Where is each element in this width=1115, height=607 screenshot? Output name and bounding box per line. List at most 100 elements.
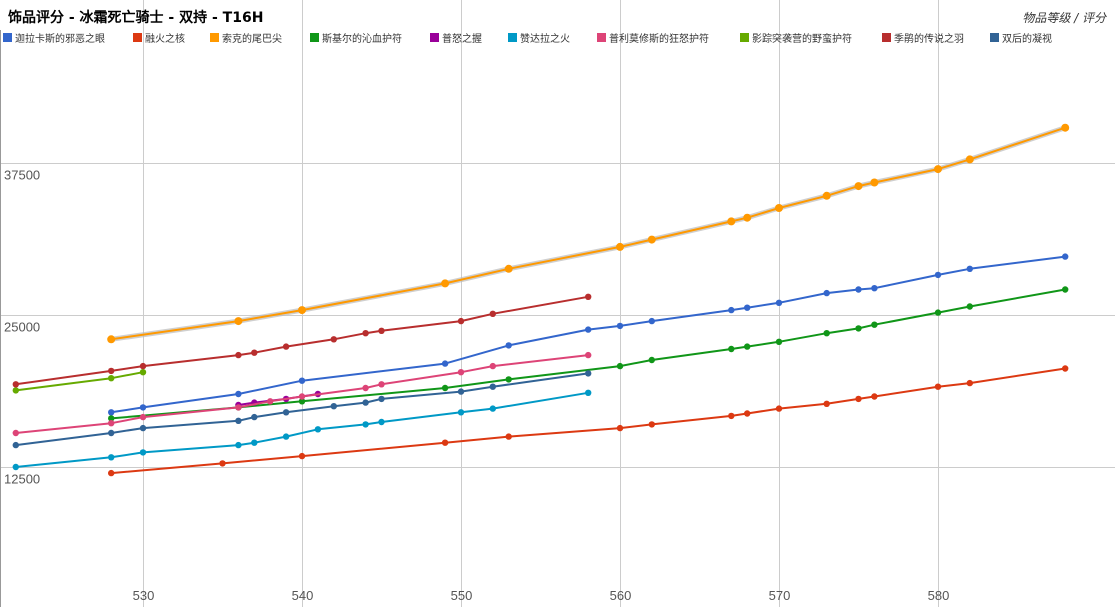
data-point (298, 452, 306, 460)
data-point (362, 399, 369, 406)
series-line (15, 295, 589, 386)
data-point (219, 460, 226, 467)
data-point (504, 264, 513, 273)
data-point (108, 429, 115, 437)
data-point (728, 345, 735, 353)
legend-label: 斯基尔的沁血护符 (322, 32, 402, 45)
data-point (870, 178, 879, 187)
data-point (489, 383, 496, 390)
legend-label: 融火之核 (145, 32, 185, 45)
y-tick-label: 12500 (4, 472, 40, 487)
data-point (616, 424, 624, 432)
data-point (362, 330, 369, 337)
data-point (139, 404, 147, 411)
data-point (489, 362, 496, 370)
data-point (648, 317, 655, 325)
data-point (728, 306, 735, 314)
data-point (855, 395, 862, 403)
legend-swatch (3, 33, 12, 42)
data-point (585, 370, 592, 377)
data-point (823, 400, 830, 407)
data-point (934, 165, 942, 174)
series-line (111, 126, 1066, 341)
data-point (966, 303, 973, 310)
legend-item: 普利莫修斯的狂怒护符 (597, 32, 709, 45)
data-point (934, 271, 942, 279)
legend-item: 融火之核 (133, 32, 185, 45)
data-point (505, 376, 512, 383)
x-tick-label: 550 (451, 588, 473, 603)
data-point (108, 409, 115, 416)
data-point (966, 265, 973, 272)
axes: 530 540 550 560 570 580 12500 25000 37500 (0, 30, 949, 607)
data-point (314, 426, 322, 433)
data-point (108, 469, 115, 477)
data-point (282, 409, 290, 416)
data-point (823, 330, 830, 337)
series-line (15, 372, 589, 447)
x-tick-label: 530 (133, 588, 155, 603)
data-point (934, 309, 942, 316)
data-point (871, 393, 878, 400)
data-point (1062, 365, 1069, 372)
legend-item: 普怒之握 (430, 32, 482, 45)
series-6 (12, 351, 592, 437)
series-3 (108, 286, 1069, 422)
data-point (12, 381, 19, 388)
legend-item: 双后的凝视 (990, 32, 1052, 45)
data-point (298, 393, 306, 400)
data-point (457, 388, 465, 395)
legend-swatch (882, 33, 891, 42)
data-point (378, 418, 385, 426)
chart-subtitle: 物品等级 / 评分 (1022, 11, 1107, 25)
legend-label: 影踪突袭营的野蛮护符 (752, 32, 852, 45)
legend-swatch (430, 33, 439, 42)
data-point (12, 387, 19, 394)
data-point (139, 369, 147, 376)
legend-swatch (597, 33, 606, 42)
data-point (235, 417, 242, 424)
data-point (441, 360, 449, 367)
legend-label: 赞达拉之火 (520, 32, 570, 45)
chart-title: 饰品评分 - 冰霜死亡骑士 - 双持 - T16H (8, 9, 263, 26)
data-point (585, 326, 592, 333)
data-point (965, 155, 974, 164)
data-point (585, 351, 592, 359)
data-point (823, 289, 830, 297)
legend-item: 影踪突袭营的野蛮护符 (740, 32, 852, 45)
data-point (744, 304, 751, 311)
legend-label: 索克的尾巴尖 (222, 32, 282, 45)
data-point (441, 384, 449, 392)
data-point (616, 362, 624, 370)
data-point (585, 293, 592, 300)
data-point (966, 379, 973, 387)
data-point (647, 235, 656, 244)
data-point (108, 420, 115, 427)
data-point (251, 439, 258, 446)
legend-swatch (210, 33, 219, 42)
series-0 (108, 253, 1069, 416)
data-point (441, 439, 449, 446)
series-9 (12, 370, 592, 449)
data-point (1061, 123, 1070, 132)
series-lines (12, 123, 1070, 477)
data-point (871, 321, 878, 328)
data-point (298, 306, 306, 315)
y-tick-label: 25000 (4, 320, 40, 335)
data-point (330, 403, 337, 410)
series-line (111, 255, 1066, 414)
data-point (871, 285, 878, 292)
series-line (15, 391, 589, 468)
data-point (298, 377, 306, 384)
data-point (235, 351, 242, 359)
data-point (616, 322, 624, 330)
legend-label: 季鹃的传说之羽 (894, 32, 964, 45)
data-point (1062, 286, 1069, 293)
data-point (12, 463, 19, 471)
data-point (855, 286, 862, 293)
legend-item: 季鹃的传说之羽 (882, 32, 964, 45)
data-point (934, 383, 942, 390)
legend-label: 迦拉卡斯的邪恶之眼 (15, 32, 105, 45)
data-point (251, 349, 258, 356)
series-8 (12, 293, 592, 388)
